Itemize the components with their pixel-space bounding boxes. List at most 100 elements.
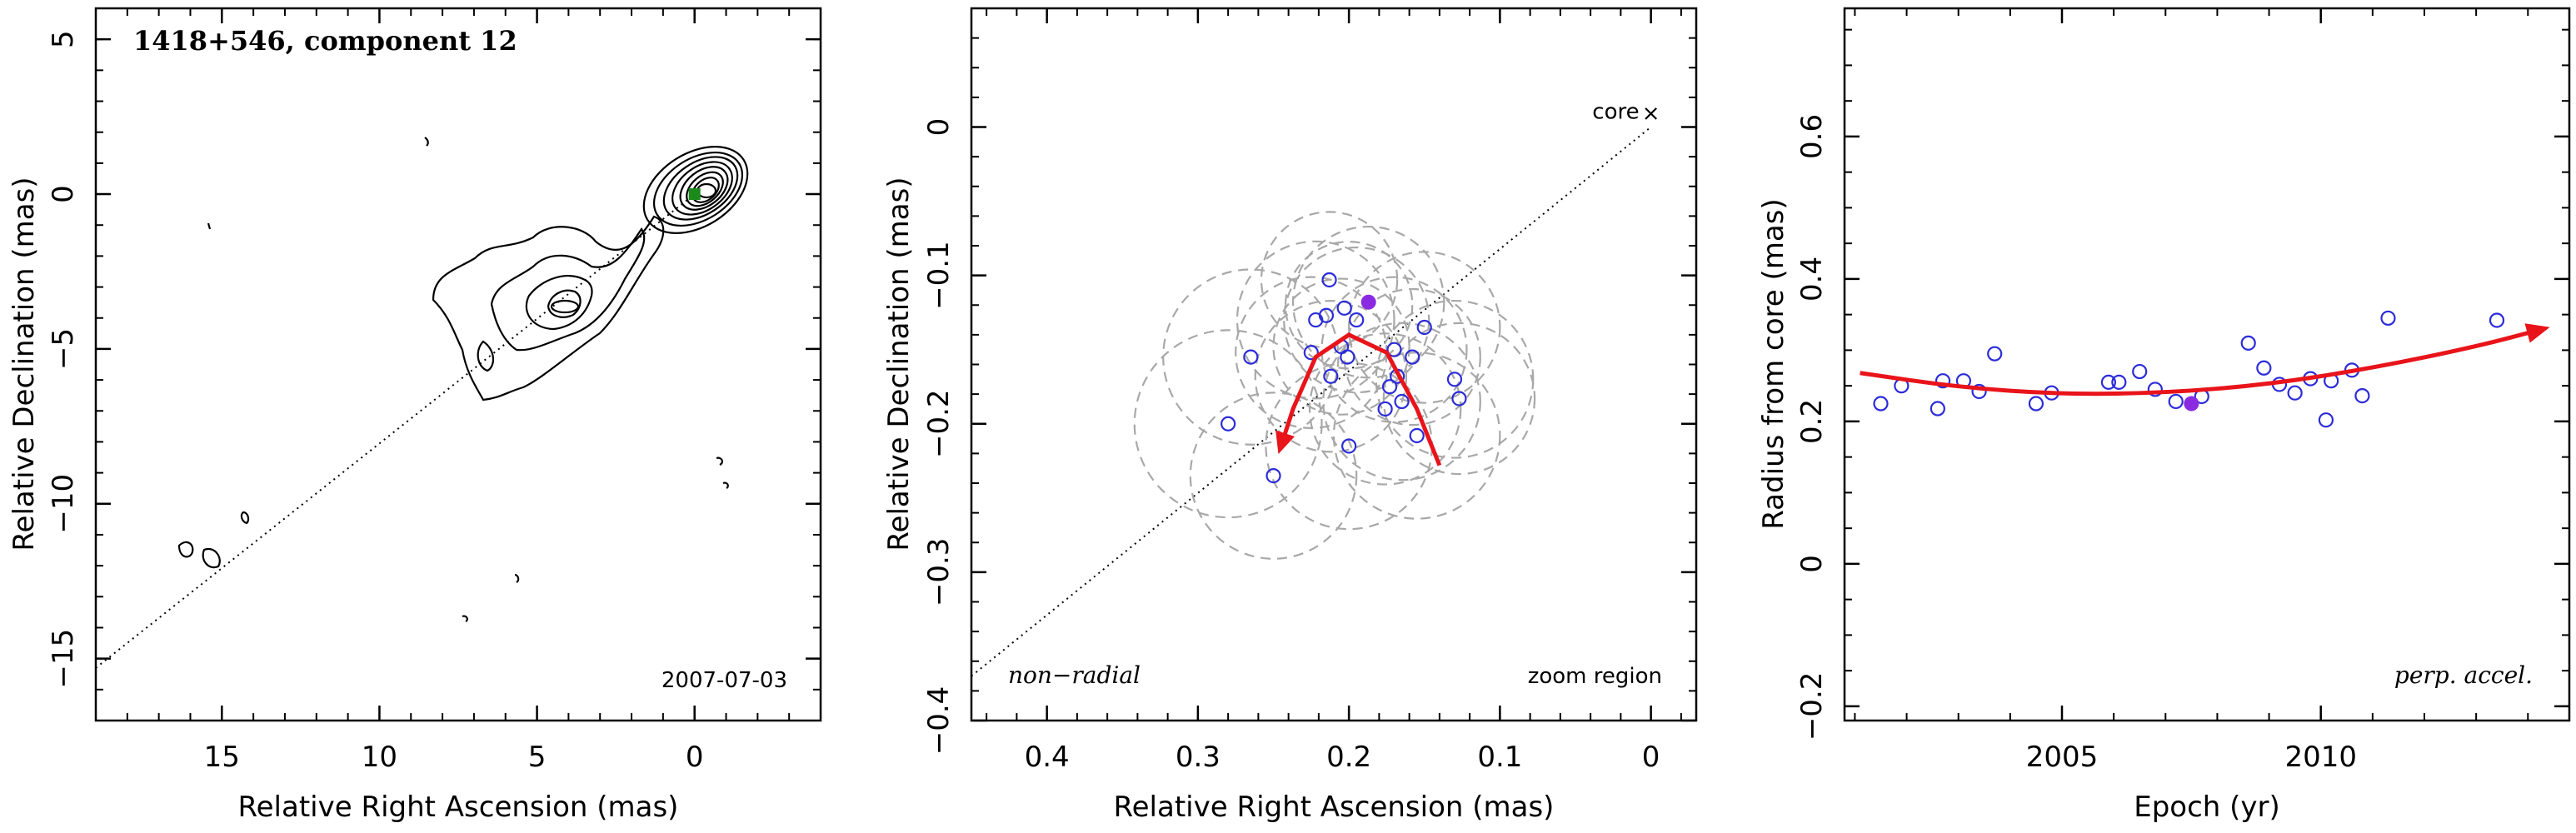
contour-level [662, 156, 739, 221]
p3-label-perp-accel: perp. accel. [2394, 661, 2533, 689]
contour-level [525, 275, 593, 331]
x-tick-label: 0 [686, 741, 704, 774]
contour-level [642, 146, 749, 234]
x-tick-label: 0.1 [1477, 741, 1522, 774]
p2-tick-label-group: 0.4 0.3 0.2 0.1 0 0 −0.1 −0.2 −0.3 −0.4 [922, 118, 1660, 774]
data-point [1318, 307, 1335, 323]
data-point [2132, 363, 2148, 380]
data-point [2240, 335, 2256, 351]
p2-label-nonradial: non−radial [1008, 661, 1141, 689]
p2-x-axis-label: Relative Right Ascension (mas) [1114, 791, 1555, 824]
y-tick-label: −0.1 [922, 241, 956, 310]
data-point [1451, 391, 1467, 407]
contour-level [547, 289, 582, 318]
data-point [1321, 272, 1337, 288]
contour-level [686, 171, 724, 207]
data-point [2147, 382, 2163, 397]
p1-y-axis-label: Relative Declination (mas) [7, 177, 41, 551]
contour-blob [514, 573, 520, 583]
y-tick-label: 0 [1795, 555, 1829, 573]
error-circle [1320, 276, 1468, 423]
error-circle [1382, 322, 1536, 476]
data-point [1446, 372, 1463, 387]
y-tick-label: 5 [47, 30, 80, 48]
data-point [1934, 373, 1951, 389]
error-circle [1375, 299, 1535, 459]
error-circle [1322, 322, 1481, 481]
error-circle [1189, 392, 1358, 560]
data-point [2111, 374, 2127, 390]
y-tick-label: −0.3 [922, 538, 956, 607]
error-circle [1348, 251, 1501, 404]
data-point [2489, 312, 2505, 328]
error-circle [1254, 300, 1408, 453]
contour-blob [462, 615, 468, 622]
data-point [1377, 401, 1393, 417]
data-point [1971, 383, 1987, 400]
x-tick-label: 5 [528, 741, 547, 774]
p2-jet-direction-line [971, 126, 1652, 677]
y-tick-label: 0.2 [1795, 399, 1829, 444]
error-circle [1272, 277, 1410, 416]
core-marker [688, 188, 701, 201]
contour-level [477, 340, 494, 372]
p2-core-marker: × [1642, 102, 1660, 127]
data-point [1221, 416, 1236, 431]
p1-x-axis-label: Relative Right Ascension (mas) [238, 791, 679, 824]
y-tick-label: 0.6 [1795, 114, 1829, 159]
data-point [1381, 379, 1398, 395]
y-tick-label: −0.4 [922, 686, 956, 756]
y-tick-label: 0.4 [1795, 257, 1829, 302]
data-point [1266, 467, 1281, 484]
contour-group [177, 137, 749, 622]
data-point [1416, 319, 1432, 336]
y-tick-label: −0.2 [1795, 672, 1829, 741]
p1-jet-direction-line [96, 193, 696, 669]
contour-level [679, 166, 729, 211]
p1-tick-group [95, 7, 821, 721]
data-point [1386, 342, 1402, 357]
data-point [1243, 349, 1259, 365]
data-point [2318, 412, 2334, 428]
data-point [1409, 427, 1425, 444]
error-circle-group [1133, 211, 1536, 560]
p1-frame [94, 7, 822, 722]
highlight-point [2184, 396, 2199, 412]
x-tick-label: 0.2 [1326, 741, 1371, 774]
error-circle [1236, 240, 1395, 400]
contour-blob [424, 137, 429, 147]
contour-blob [202, 547, 221, 569]
p2-label-zoom-region: zoom region [1528, 664, 1662, 689]
p2-fit-arrowhead [1276, 430, 1295, 454]
error-circle [1162, 268, 1340, 446]
data-point [2168, 393, 2184, 410]
data-point [1873, 396, 1889, 412]
p3-fit-arrow [1860, 327, 2544, 397]
contour-level [432, 215, 665, 402]
x-tick-label: 0.4 [1025, 741, 1070, 774]
x-tick-label: 10 [362, 741, 397, 774]
x-tick-label: 0 [1642, 741, 1660, 774]
p3-fit-arrowhead [2524, 323, 2550, 343]
error-circle [1308, 332, 1462, 486]
error-circle [1284, 241, 1414, 370]
data-point [2256, 360, 2272, 376]
p2-point-group [1221, 272, 1467, 484]
p3-frame [1843, 7, 2571, 722]
error-circle [1133, 329, 1323, 519]
highlight-point [1360, 294, 1376, 310]
p3-tick-group [1845, 8, 2569, 721]
x-tick-label: 15 [204, 741, 240, 774]
p2-fit-arrow [1279, 332, 1442, 466]
p2-y-axis-label: Relative Declination (mas) [882, 177, 916, 551]
error-circle [1343, 287, 1481, 426]
error-circle [1283, 246, 1430, 394]
p3-tick-label-group: 2005 2010 −0.2 0 0.2 0.4 0.6 [1795, 114, 2357, 774]
contour-blob [177, 541, 194, 558]
data-point [1340, 349, 1355, 365]
p2-core-label: core [1592, 100, 1639, 125]
data-point [2380, 310, 2396, 327]
data-point [1405, 349, 1420, 365]
p1-date-annotation: 2007-07-03 [661, 668, 787, 693]
